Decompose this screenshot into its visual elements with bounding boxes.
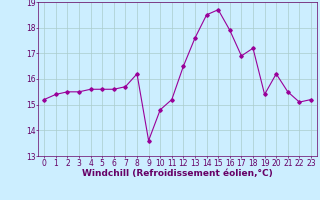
X-axis label: Windchill (Refroidissement éolien,°C): Windchill (Refroidissement éolien,°C) [82, 169, 273, 178]
